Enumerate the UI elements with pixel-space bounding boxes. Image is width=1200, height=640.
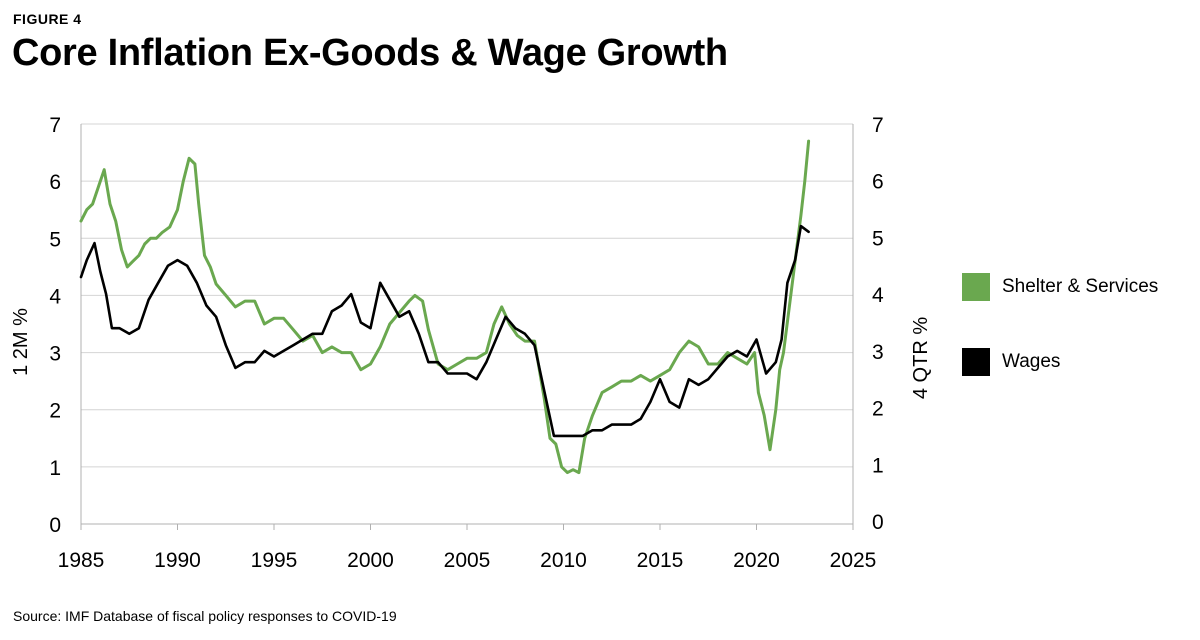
y-tick-label: 4 bbox=[49, 285, 61, 308]
y2-tick-label: 3 bbox=[872, 341, 884, 364]
y-axis-label: 1 2M % bbox=[10, 308, 32, 376]
x-tick-label: 2000 bbox=[347, 549, 394, 572]
figure-label: FIGURE 4 bbox=[13, 11, 82, 27]
y2-tick-label: 7 bbox=[872, 114, 884, 137]
y2-tick-label: 1 bbox=[872, 454, 884, 477]
legend-swatch-shelter-services bbox=[962, 273, 990, 301]
gridlines bbox=[81, 123, 853, 468]
y-tick-label: 2 bbox=[49, 400, 61, 423]
legend-label-shelter-services: Shelter & Services bbox=[1002, 276, 1159, 297]
y2-tick-label: 2 bbox=[872, 398, 884, 421]
y-tick-label: 3 bbox=[49, 343, 61, 366]
chart-title: Core Inflation Ex-Goods & Wage Growth bbox=[12, 32, 728, 74]
x-tick-label: 1995 bbox=[251, 549, 298, 572]
legend-item-wages: Wages bbox=[962, 348, 1200, 378]
x-tick-label: 2015 bbox=[637, 549, 684, 572]
y-tick-label: 1 bbox=[49, 457, 61, 480]
y-tick-label: 0 bbox=[49, 514, 61, 537]
x-tick-label: 2010 bbox=[540, 549, 587, 572]
y2-tick-label: 5 bbox=[872, 227, 884, 250]
x-tick-label: 1990 bbox=[154, 549, 201, 572]
y-tick-label: 5 bbox=[49, 228, 61, 251]
legend-item-shelter-services: Shelter & Services bbox=[962, 273, 1200, 303]
source-note: Source: IMF Database of fiscal policy re… bbox=[13, 608, 397, 624]
series-line-shelter-services bbox=[79, 139, 811, 475]
series bbox=[79, 139, 811, 475]
y2-tick-label: 0 bbox=[872, 511, 884, 534]
axes: 0 1 2 3 4 5 6 7 0 1 2 3 4 5 6 7 1985 1990 1995 2000 2005 2010… bbox=[49, 114, 884, 572]
y2-tick-label: 6 bbox=[872, 171, 884, 194]
x-tick-label: 1985 bbox=[58, 549, 105, 572]
series-line-wages bbox=[79, 224, 810, 438]
x-tick-label: 2020 bbox=[733, 549, 780, 572]
y-tick-label: 6 bbox=[49, 171, 61, 194]
legend-label-wages: Wages bbox=[1002, 351, 1061, 372]
y2-axis-label: 4 QTR % bbox=[910, 317, 932, 399]
x-tick-label: 2025 bbox=[830, 549, 877, 572]
y2-tick-label: 4 bbox=[872, 284, 884, 307]
legend-swatch-wages bbox=[962, 348, 990, 376]
x-tick-label: 2005 bbox=[444, 549, 491, 572]
y-tick-label: 7 bbox=[49, 114, 61, 137]
